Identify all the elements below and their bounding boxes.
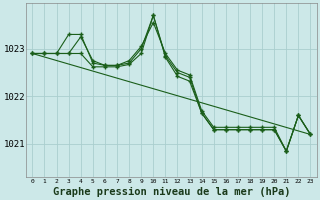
X-axis label: Graphe pression niveau de la mer (hPa): Graphe pression niveau de la mer (hPa) xyxy=(53,186,290,197)
